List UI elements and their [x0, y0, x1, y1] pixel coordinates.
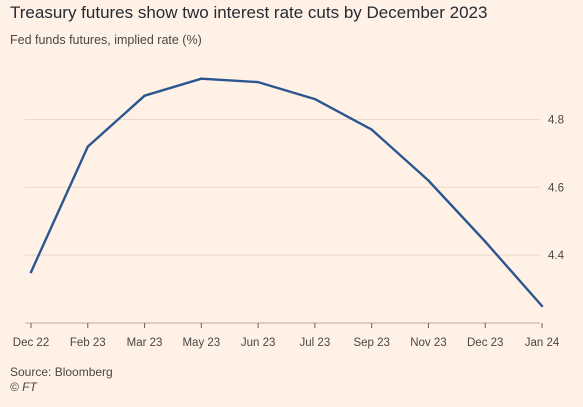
- data-point: [29, 270, 33, 274]
- y-tick-label: 4.8: [548, 114, 564, 126]
- x-tick-label: May 23: [182, 337, 220, 349]
- gridlines: [25, 118, 540, 256]
- y-tick-label: 4.4: [548, 250, 565, 262]
- x-tick-label: Dec 22: [13, 337, 49, 349]
- x-tick-label: Jul 23: [300, 337, 331, 349]
- data-point: [256, 80, 260, 84]
- x-tick-label: Feb 23: [70, 337, 106, 349]
- source-note: Source: Bloomberg: [10, 365, 113, 379]
- chart-subtitle: Fed funds futures, implied rate (%): [10, 33, 202, 47]
- data-point: [313, 97, 317, 101]
- data-point: [540, 304, 544, 308]
- x-tick-label: Mar 23: [127, 337, 163, 349]
- x-tick-label: Jun 23: [241, 337, 276, 349]
- x-tick-label: Sep 23: [353, 337, 389, 349]
- x-tick-label: Nov 23: [410, 337, 446, 349]
- x-tick-label: Jan 24: [525, 337, 560, 349]
- data-point: [370, 128, 373, 131]
- y-axis: 4.4 4.6 4.8: [548, 114, 565, 262]
- series-layer: [29, 77, 544, 308]
- data-point: [200, 77, 203, 80]
- copyright-note: © FT: [10, 380, 37, 394]
- chart-title: Treasury futures show two interest rate …: [10, 3, 488, 22]
- data-point: [86, 145, 89, 148]
- series-line: [29, 77, 544, 308]
- data-point: [427, 179, 430, 182]
- data-point: [143, 94, 146, 97]
- data-point: [484, 240, 487, 243]
- y-tick-label: 4.6: [548, 182, 564, 194]
- x-axis: Dec 22 Feb 23 Mar 23 May 23 Jun 23 Jul 23 Sep …: [13, 322, 560, 349]
- x-tick-label: Dec 23: [467, 337, 503, 349]
